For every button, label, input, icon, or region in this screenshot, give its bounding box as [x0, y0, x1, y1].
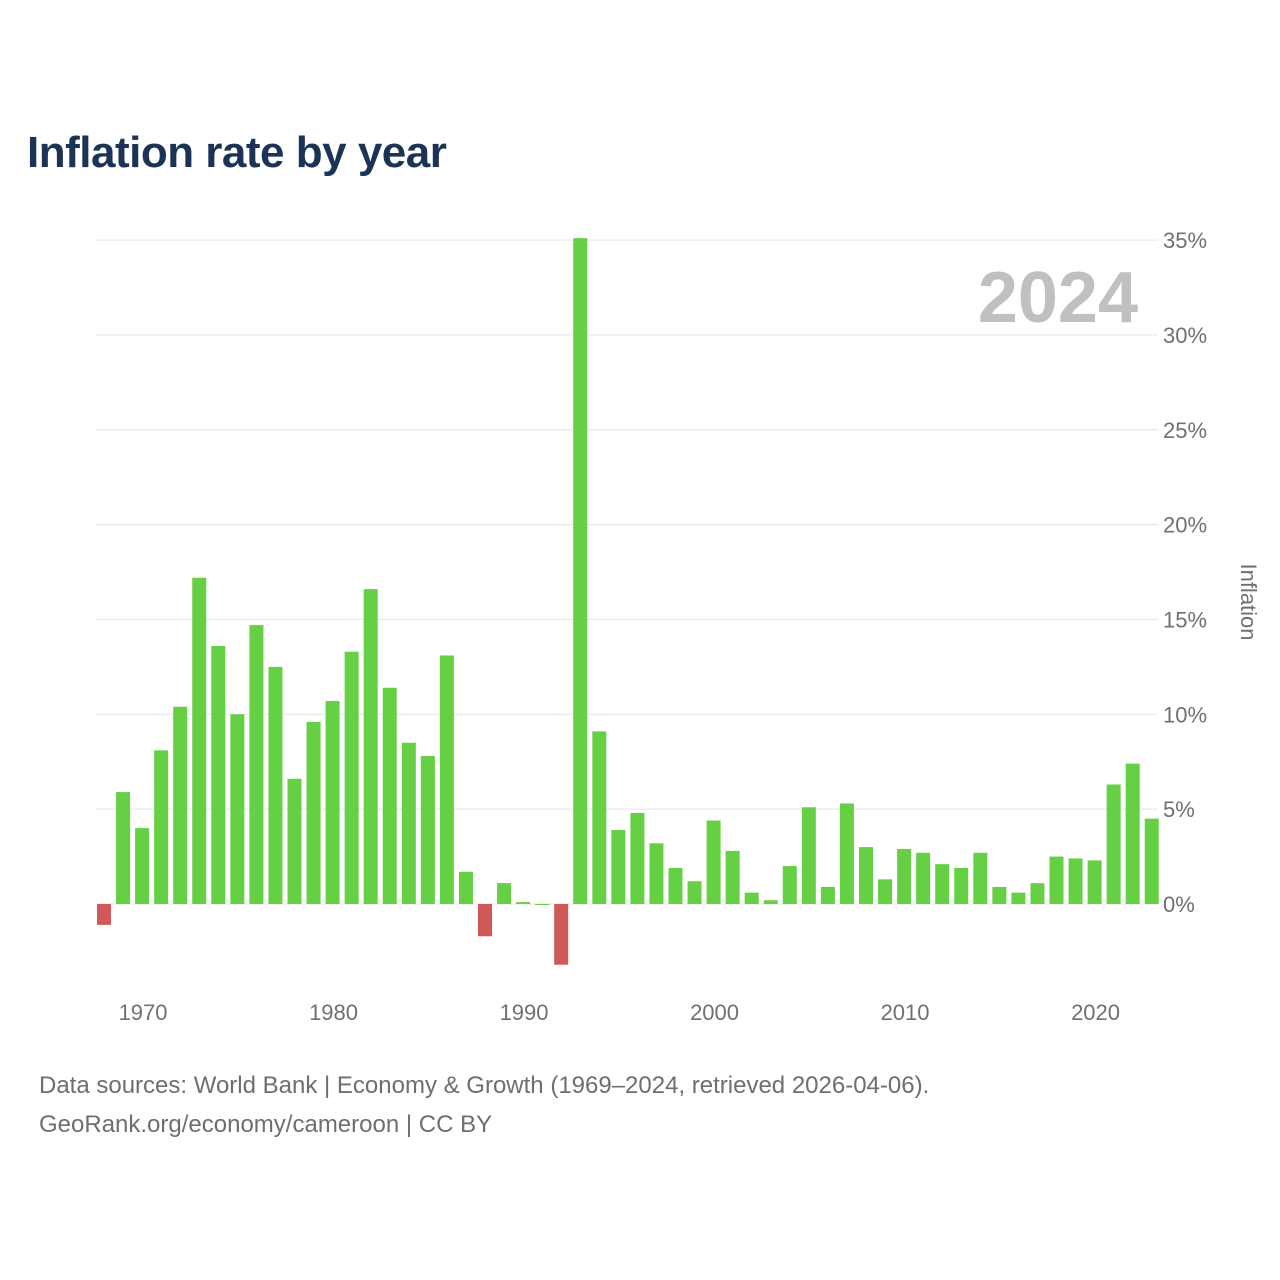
bar-2001[interactable]	[706, 820, 721, 904]
bar-2010[interactable]	[878, 879, 893, 904]
bar-2021[interactable]	[1087, 860, 1102, 904]
x-tick-label: 2020	[1071, 1000, 1120, 1025]
footer-link-line[interactable]: GeoRank.org/economy/cameroon | CC BY	[39, 1111, 493, 1138]
bar-1973[interactable]	[173, 706, 188, 904]
bar-1978[interactable]	[268, 666, 283, 905]
bar-1987[interactable]	[439, 655, 454, 904]
bar-2004[interactable]	[763, 900, 778, 904]
bar-1997[interactable]	[630, 812, 645, 904]
bar-2018[interactable]	[1030, 883, 1045, 904]
bar-1990[interactable]	[497, 883, 512, 904]
bar-1996[interactable]	[611, 830, 626, 904]
bar-1971[interactable]	[135, 828, 150, 904]
bars	[97, 238, 1159, 965]
bar-2011[interactable]	[897, 848, 912, 904]
bar-1974[interactable]	[192, 577, 207, 904]
bar-2012[interactable]	[916, 852, 931, 904]
bar-2023[interactable]	[1125, 763, 1140, 904]
bar-1986[interactable]	[420, 756, 435, 904]
bar-2015[interactable]	[973, 852, 988, 904]
x-axis-ticks: 1970 1980 1990 2000 2010 2020	[119, 1000, 1120, 1025]
bar-1975[interactable]	[211, 646, 226, 904]
bar-1969[interactable]	[97, 904, 111, 925]
x-tick-label: 1980	[309, 1000, 358, 1025]
chart-title: Inflation rate by year	[27, 128, 447, 177]
bar-1976[interactable]	[230, 714, 245, 904]
x-tick-label: 1990	[500, 1000, 549, 1025]
bar-2002[interactable]	[725, 850, 740, 904]
bar-2007[interactable]	[820, 886, 835, 904]
bar-1970[interactable]	[116, 792, 131, 904]
y-tick-label: 35%	[1163, 228, 1207, 253]
bar-1979[interactable]	[287, 778, 302, 904]
bar-2006[interactable]	[801, 807, 816, 904]
bar-2008[interactable]	[839, 803, 854, 904]
x-tick-label: 2000	[690, 1000, 739, 1025]
bar-1998[interactable]	[649, 843, 664, 904]
y-tick-label: 25%	[1163, 418, 1207, 443]
bar-1981[interactable]	[325, 701, 340, 904]
y-tick-label: 30%	[1163, 323, 1207, 348]
bar-1985[interactable]	[401, 742, 416, 904]
bar-1972[interactable]	[154, 750, 169, 904]
bar-2016[interactable]	[992, 886, 1007, 904]
bar-1980[interactable]	[306, 721, 321, 904]
bar-2009[interactable]	[859, 847, 873, 904]
bar-1989[interactable]	[478, 904, 492, 937]
bar-1993[interactable]	[554, 904, 569, 965]
y-tick-label: 0%	[1163, 892, 1195, 917]
bar-2022[interactable]	[1106, 784, 1121, 904]
y-axis-ticks: 0% 5% 10% 15% 20% 25% 30% 35%	[1163, 228, 1207, 917]
highlight-year-label: 2024	[978, 258, 1138, 338]
y-tick-label: 20%	[1163, 513, 1207, 538]
bar-1992[interactable]	[535, 904, 550, 905]
bar-2003[interactable]	[744, 892, 759, 904]
x-tick-label: 1970	[119, 1000, 168, 1025]
bar-2014[interactable]	[954, 867, 969, 904]
inflation-bar-chart: 2024 0% 5% 10% 15% 20% 25% 30% 35% 1970 1980 1990…	[96, 228, 1261, 1025]
bar-2020[interactable]	[1068, 858, 1083, 904]
bar-1999[interactable]	[668, 867, 683, 904]
bar-1995[interactable]	[592, 731, 607, 904]
bar-1988[interactable]	[458, 871, 473, 904]
bar-2013[interactable]	[935, 864, 950, 904]
y-tick-label: 15%	[1163, 607, 1207, 632]
bar-2024[interactable]	[1144, 818, 1159, 904]
bar-1991[interactable]	[516, 902, 531, 904]
x-tick-label: 2010	[881, 1000, 930, 1025]
y-axis-label: Inflation	[1236, 563, 1261, 640]
bar-1994[interactable]	[573, 238, 588, 904]
bar-2019[interactable]	[1049, 856, 1064, 904]
bar-1983[interactable]	[363, 589, 378, 904]
bar-2017[interactable]	[1011, 892, 1026, 904]
bar-2000[interactable]	[687, 881, 702, 904]
bar-2005[interactable]	[782, 866, 797, 904]
y-tick-label: 5%	[1163, 797, 1195, 822]
y-tick-label: 10%	[1163, 702, 1207, 727]
data-source-footer: Data sources: World Bank | Economy & Gro…	[39, 1066, 929, 1144]
bar-1984[interactable]	[382, 687, 397, 904]
footer-source-line: Data sources: World Bank | Economy & Gro…	[39, 1072, 930, 1099]
bar-1982[interactable]	[344, 651, 359, 904]
bar-1977[interactable]	[249, 625, 264, 904]
